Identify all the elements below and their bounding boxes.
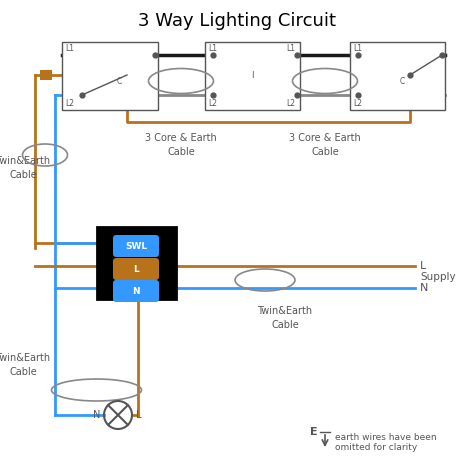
Text: L2: L2	[353, 99, 362, 108]
Text: L1: L1	[353, 44, 362, 53]
Text: L2: L2	[65, 99, 74, 108]
Text: Twin&Earth
Cable: Twin&Earth Cable	[0, 156, 51, 180]
Text: C: C	[117, 77, 122, 86]
Text: earth wires have been: earth wires have been	[335, 432, 437, 441]
Text: L: L	[420, 261, 426, 271]
FancyBboxPatch shape	[113, 235, 159, 257]
Text: Twin&Earth
Cable: Twin&Earth Cable	[257, 306, 312, 330]
FancyBboxPatch shape	[97, 227, 176, 299]
Text: L: L	[136, 410, 142, 420]
Text: Twin&Earth
Cable: Twin&Earth Cable	[0, 353, 51, 377]
Text: SWL: SWL	[125, 241, 147, 250]
Text: L1: L1	[286, 44, 295, 53]
Text: L: L	[133, 264, 139, 273]
Bar	[350, 42, 445, 110]
Text: 3 Core & Earth
Cable: 3 Core & Earth Cable	[145, 133, 217, 157]
Text: L1: L1	[65, 44, 74, 53]
Text: omitted for clarity: omitted for clarity	[335, 444, 417, 453]
Bar	[40, 70, 52, 80]
Text: C: C	[400, 77, 405, 86]
Text: E: E	[310, 427, 318, 437]
Text: L1: L1	[208, 44, 217, 53]
Text: N: N	[92, 410, 100, 420]
Text: I: I	[251, 71, 254, 80]
Text: 3 Way Lighting Circuit: 3 Way Lighting Circuit	[138, 12, 336, 30]
FancyBboxPatch shape	[113, 258, 159, 280]
Bar	[205, 42, 300, 110]
FancyBboxPatch shape	[113, 280, 159, 302]
Text: N: N	[420, 283, 428, 293]
Text: L2: L2	[208, 99, 217, 108]
Text: 3 Core & Earth
Cable: 3 Core & Earth Cable	[289, 133, 361, 157]
Text: Supply: Supply	[420, 272, 456, 282]
Text: N: N	[132, 286, 140, 295]
Text: L2: L2	[286, 99, 295, 108]
Bar	[62, 42, 158, 110]
